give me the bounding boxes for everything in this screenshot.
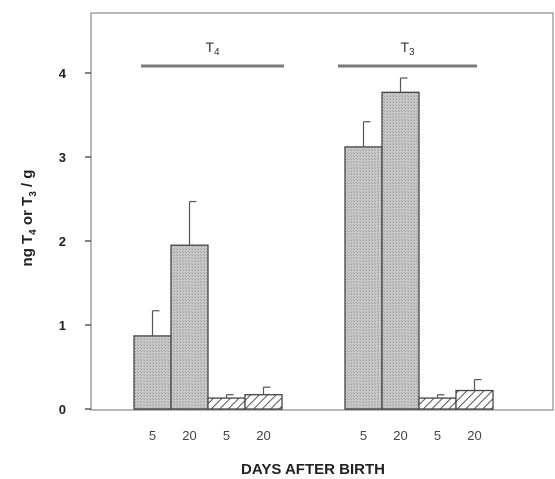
x-tick-label: 20: [256, 428, 270, 443]
bar-t3-stipple-day20: [381, 91, 420, 410]
bar-t4-stipple-day20: [170, 244, 209, 410]
group-labels: T4 T3: [141, 39, 477, 68]
x-tick-label: 5: [149, 428, 156, 443]
x-tick-label: 20: [467, 428, 481, 443]
group-label-t4: T4: [205, 39, 220, 58]
x-tick-label: 5: [360, 428, 367, 443]
bar-t4-hatched-day5: [207, 397, 246, 410]
y-axis: 0 1 2 3 4: [59, 66, 91, 417]
x-tick-label: 5: [223, 428, 230, 443]
y-axis-label: ng T4 or T3 / g: [19, 170, 39, 267]
svg-text:ng T4 or T3 / g: ng T4 or T3 / g: [19, 170, 39, 267]
bar-t4-stipple-day5: [133, 335, 172, 410]
x-axis-tick-labels: 5 20 5 20 5 20 5 20: [149, 428, 482, 443]
x-tick-label: 5: [434, 428, 441, 443]
y-tick-label: 3: [59, 150, 66, 165]
bar-t3-hatched-day5: [418, 397, 457, 410]
y-tick-label: 4: [59, 66, 67, 81]
bar-t3-hatched-day20: [455, 389, 494, 410]
bars: [133, 77, 494, 410]
y-tick-label: 2: [59, 234, 66, 249]
x-tick-label: 20: [182, 428, 196, 443]
bar-t3-stipple-day5: [344, 146, 383, 410]
y-tick-label: 0: [59, 402, 66, 417]
x-axis-label: DAYS AFTER BIRTH: [241, 461, 385, 478]
y-tick-label: 1: [59, 318, 66, 333]
x-tick-label: 20: [393, 428, 407, 443]
bar-t4-hatched-day20: [244, 394, 283, 410]
group-label-t3: T3: [400, 39, 415, 58]
plot-frame: [90, 12, 554, 411]
